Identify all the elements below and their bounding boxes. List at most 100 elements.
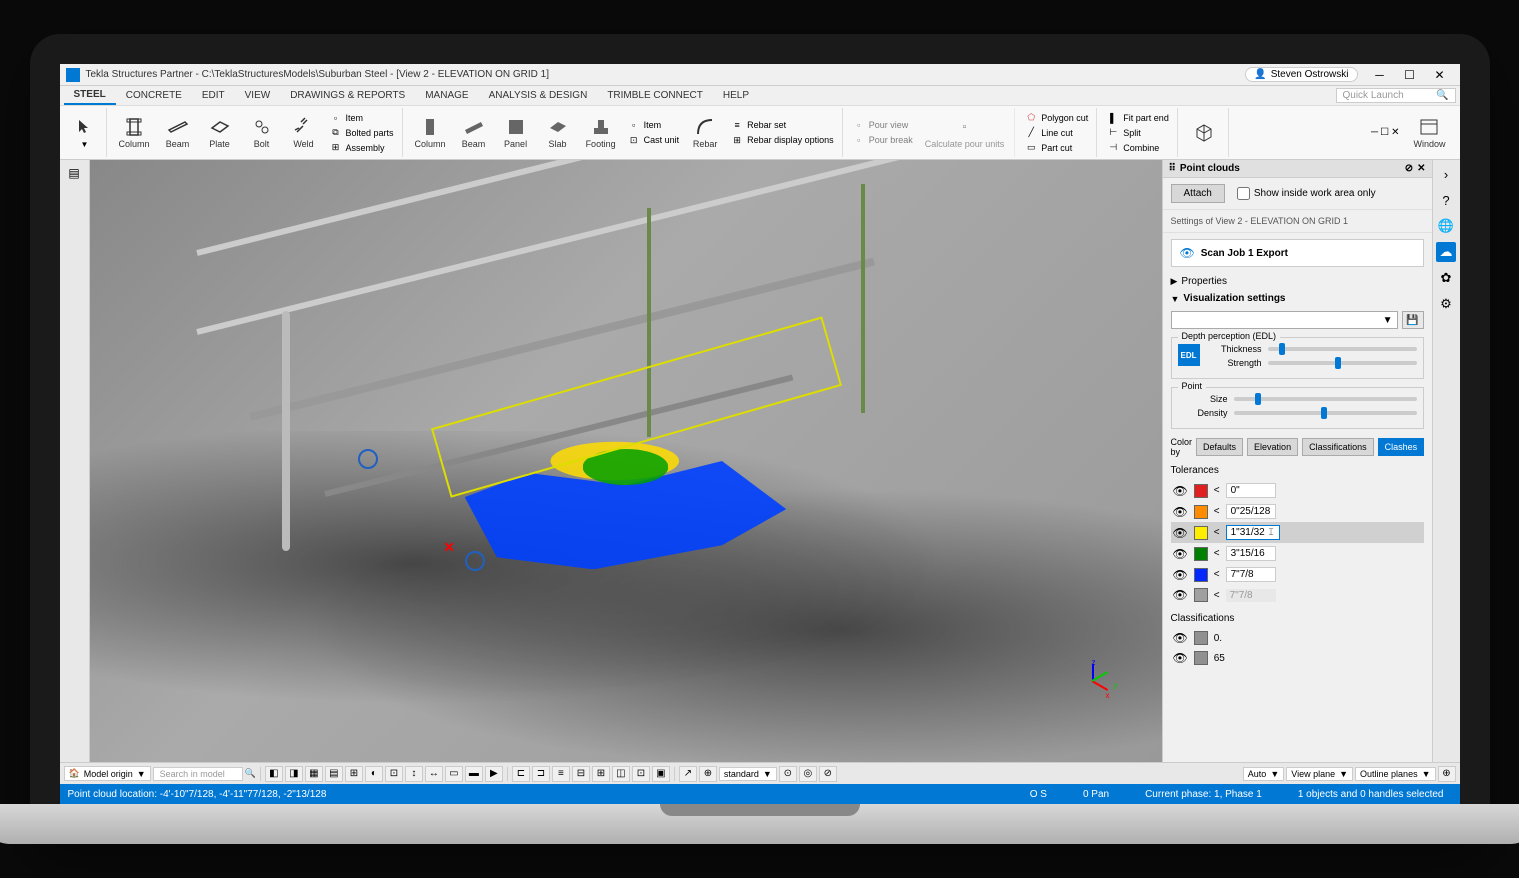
tolerance-value-input[interactable]: 0" <box>1226 483 1276 498</box>
btool-14[interactable]: ⊐ <box>532 766 550 782</box>
btool-5[interactable]: ⊞ <box>345 766 363 782</box>
btool-10[interactable]: ▭ <box>445 766 463 782</box>
btool-20[interactable]: ▣ <box>652 766 670 782</box>
right-tool-help[interactable]: ? <box>1436 190 1456 210</box>
thickness-slider[interactable] <box>1268 347 1417 351</box>
bolted-parts-button[interactable]: ⧉Bolted parts <box>328 126 396 140</box>
btool-2[interactable]: ◨ <box>285 766 303 782</box>
colorby-elevation[interactable]: Elevation <box>1247 438 1298 456</box>
steel-weld-button[interactable]: Weld <box>286 114 322 151</box>
tab-manage[interactable]: MANAGE <box>415 87 478 104</box>
steel-column-button[interactable]: Column <box>115 114 154 151</box>
rebar-display-button[interactable]: ⊞Rebar display options <box>729 133 836 147</box>
minimize-button[interactable]: ─ <box>1366 66 1394 84</box>
auto-dropdown[interactable]: Auto▼ <box>1243 767 1284 781</box>
btool-8[interactable]: ↕ <box>405 766 423 782</box>
show-inside-checkbox[interactable]: Show inside work area only <box>1237 187 1376 200</box>
btool-4[interactable]: ▤ <box>325 766 343 782</box>
window-restore[interactable]: ☐ <box>1380 127 1389 138</box>
concrete-beam-button[interactable]: Beam <box>456 114 492 151</box>
steel-item-button[interactable]: ▫Item <box>328 111 396 125</box>
right-tool-expand[interactable]: › <box>1436 164 1456 184</box>
btool-9[interactable]: ↔ <box>425 766 443 782</box>
steel-beam-button[interactable]: Beam <box>160 114 196 151</box>
tab-concrete[interactable]: CONCRETE <box>116 87 192 104</box>
btool-24[interactable]: ◎ <box>799 766 817 782</box>
concrete-item-button[interactable]: ▫Item <box>626 118 682 132</box>
btool-end[interactable]: ⊕ <box>1438 766 1456 782</box>
btool-18[interactable]: ◫ <box>612 766 630 782</box>
split-button[interactable]: ⊢Split <box>1105 126 1171 140</box>
classification-color-swatch[interactable] <box>1194 631 1208 645</box>
tab-edit[interactable]: EDIT <box>192 87 235 104</box>
user-pill[interactable]: 👤 Steven Ostrowski <box>1245 67 1357 82</box>
tolerance-row-0[interactable]: 👁<0" <box>1171 480 1424 501</box>
btool-11[interactable]: ▬ <box>465 766 483 782</box>
btool-6[interactable]: ◐ <box>365 766 383 782</box>
btool-7[interactable]: ⊡ <box>385 766 403 782</box>
classification-visibility-icon[interactable]: 👁 <box>1173 651 1188 665</box>
viz-save-button[interactable]: 💾 <box>1402 311 1424 329</box>
search-go-icon[interactable]: 🔍 <box>245 768 256 779</box>
tolerance-color-swatch[interactable] <box>1194 505 1208 519</box>
classification-color-swatch[interactable] <box>1194 651 1208 665</box>
tolerance-color-swatch[interactable] <box>1194 484 1208 498</box>
tolerance-value-input[interactable]: 0"25/128 <box>1226 504 1276 519</box>
line-cut-button[interactable]: ╱Line cut <box>1023 126 1090 140</box>
density-slider[interactable] <box>1234 411 1417 415</box>
tolerance-visibility-icon[interactable]: 👁 <box>1173 526 1188 540</box>
tolerance-value-input[interactable]: 3"15/16 <box>1226 546 1276 561</box>
tolerance-visibility-icon[interactable]: 👁 <box>1173 505 1188 519</box>
tab-analysis[interactable]: ANALYSIS & DESIGN <box>479 87 598 104</box>
classification-row-1[interactable]: 👁65 <box>1171 648 1424 668</box>
maximize-button[interactable]: ☐ <box>1396 66 1424 84</box>
rebar-set-button[interactable]: ≡Rebar set <box>729 118 836 132</box>
panel-pin-button[interactable]: ⊘ <box>1405 163 1413 174</box>
right-tool-cloud[interactable]: ☁ <box>1436 242 1456 262</box>
tolerance-row-3[interactable]: 👁<3"15/16 <box>1171 543 1424 564</box>
tolerance-color-swatch[interactable] <box>1194 568 1208 582</box>
tolerance-visibility-icon[interactable]: 👁 <box>1173 568 1188 582</box>
btool-23[interactable]: ⊙ <box>779 766 797 782</box>
tolerance-row-4[interactable]: 👁<7"7/8 <box>1171 564 1424 585</box>
colorby-defaults[interactable]: Defaults <box>1196 438 1243 456</box>
btool-21[interactable]: ↗ <box>679 766 697 782</box>
close-button[interactable]: ✕ <box>1426 66 1454 84</box>
tab-trimble[interactable]: TRIMBLE CONNECT <box>597 87 713 104</box>
strength-slider[interactable] <box>1268 361 1417 365</box>
right-tool-globe[interactable]: 🌐 <box>1436 216 1456 236</box>
btool-12[interactable]: ▶ <box>485 766 503 782</box>
window-button[interactable]: Window <box>1409 114 1449 151</box>
calculate-pour-button[interactable]: ▫ Calculate pour units <box>921 114 1009 151</box>
rebar-button[interactable]: Rebar <box>687 114 723 151</box>
scan-job-item[interactable]: 👁 Scan Job 1 Export <box>1171 239 1424 267</box>
combine-button[interactable]: ⊣Combine <box>1105 141 1171 155</box>
viz-preset-dropdown[interactable]: ▼ <box>1171 311 1398 329</box>
tolerance-row-2[interactable]: 👁<1"31/32 𝙸 <box>1171 522 1424 543</box>
part-cut-button[interactable]: ▭Part cut <box>1023 141 1090 155</box>
tolerance-visibility-icon[interactable]: 👁 <box>1173 484 1188 498</box>
tolerance-value-input[interactable]: 7"7/8 <box>1226 567 1276 582</box>
colorby-classifications[interactable]: Classifications <box>1302 438 1374 456</box>
polygon-cut-button[interactable]: ⬠Polygon cut <box>1023 111 1090 125</box>
model-origin-dropdown[interactable]: 🏠 Model origin ▼ <box>64 766 151 781</box>
properties-toggle[interactable]: ▶ Properties <box>1163 273 1432 290</box>
concrete-panel-button[interactable]: Panel <box>498 114 534 151</box>
classification-row-0[interactable]: 👁0. <box>1171 628 1424 648</box>
btool-15[interactable]: ≡ <box>552 766 570 782</box>
attach-button[interactable]: Attach <box>1171 184 1225 203</box>
window-close[interactable]: ✕ <box>1391 127 1399 138</box>
search-model-input[interactable]: Search in model <box>153 767 243 781</box>
pour-break-button[interactable]: ▫Pour break <box>851 133 915 147</box>
cast-unit-button[interactable]: ⊡Cast unit <box>626 133 682 147</box>
tolerance-value-input[interactable]: 1"31/32 𝙸 <box>1226 525 1280 540</box>
window-minimize[interactable]: ─ <box>1371 127 1378 138</box>
btool-16[interactable]: ⊟ <box>572 766 590 782</box>
left-tool-1[interactable]: ▤ <box>63 164 85 182</box>
show-inside-check[interactable] <box>1237 187 1250 200</box>
btool-13[interactable]: ⊏ <box>512 766 530 782</box>
tab-help[interactable]: HELP <box>713 87 759 104</box>
steel-bolt-button[interactable]: Bolt <box>244 114 280 151</box>
quick-launch-input[interactable]: Quick Launch 🔍 <box>1336 88 1456 103</box>
viewport-3d[interactable]: ✕ z y x <box>90 160 1162 762</box>
